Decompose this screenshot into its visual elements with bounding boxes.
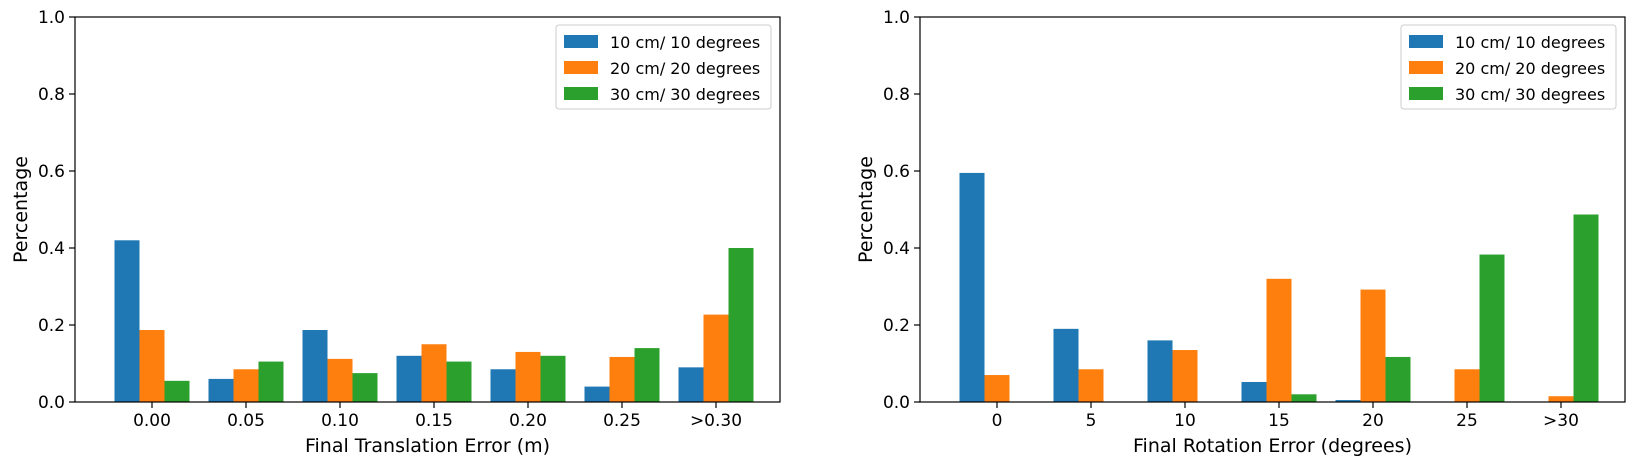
y-tick-label: 0.2 [883,316,910,336]
y-axis-title: Percentage [10,156,32,263]
y-tick-label: 0.8 [883,85,910,105]
x-tick-label: >30 [1543,411,1579,431]
x-tick-label: 0 [992,411,1003,431]
y-tick-label: 0.2 [38,316,65,336]
bar-series-3->0.30 [728,248,754,402]
legend-swatch-2 [1409,61,1443,74]
x-tick-label: 0.05 [227,411,265,431]
x-tick-label: 0.10 [321,411,359,431]
y-tick-label: 0.0 [883,393,910,413]
legend-swatch-3 [564,87,598,100]
y-tick-label: 0.4 [38,239,65,259]
x-tick-label: 0.15 [415,411,453,431]
bar-series-3-0.15 [446,361,472,402]
bar-series-2-5 [1078,369,1104,402]
bar-series-1-10 [1147,340,1173,402]
y-tick-label: 1.0 [38,8,65,28]
bar-series-3-0.10 [352,373,378,402]
bar-series-2->0.30 [703,314,729,402]
bar-series-3-0.00 [164,380,190,402]
legend-label-1: 10 cm/ 10 degrees [1455,33,1605,52]
legend-label-1: 10 cm/ 10 degrees [610,33,760,52]
axes-frame [74,16,781,403]
bar-series-3-25 [1479,254,1505,402]
bar-series-2-0.15 [421,344,447,402]
bar-series-3-0.05 [258,361,284,402]
x-tick-label: 10 [1174,411,1196,431]
bar-series-1-5 [1053,328,1079,402]
bar-series-2-25 [1454,369,1480,402]
legend-label-3: 30 cm/ 30 degrees [610,85,760,104]
x-tick-label: 5 [1086,411,1097,431]
bar-series-2-10 [1172,350,1198,402]
x-tick-label: 20 [1362,411,1384,431]
legend-label-2: 20 cm/ 20 degrees [610,59,760,78]
x-tick-label: 15 [1268,411,1290,431]
y-axis-title: Percentage [855,156,877,263]
legend-swatch-1 [1409,35,1443,48]
legend-swatch-2 [564,61,598,74]
bar-series-2->30 [1548,396,1574,402]
x-tick-label: >0.30 [690,411,742,431]
y-tick-label: 0.0 [38,393,65,413]
bar-series-3-20 [1385,356,1411,402]
bar-series-1-0 [959,172,985,402]
bar-series-2-0.05 [233,369,259,402]
bar-series-3-0.20 [540,355,566,402]
legend-label-2: 20 cm/ 20 degrees [1455,59,1605,78]
bar-series-2-0.10 [327,358,353,402]
x-tick-label: 0.20 [509,411,547,431]
bar-series-2-15 [1266,278,1292,402]
x-axis-title: Final Translation Error (m) [305,435,550,457]
bar-series-2-0.20 [515,351,541,402]
bar-series-1-0.10 [302,330,328,402]
x-tick-label: 25 [1456,411,1478,431]
chart-panel-2: 0.0 0.2 0.4 0.6 0.8 1.0 0 5 10 15 20 25 >30 Final Rot… [855,8,1626,457]
bar-series-2-0.25 [609,356,635,402]
bar-series-2-0.00 [139,330,165,402]
legend-swatch-3 [1409,87,1443,100]
legend-box [1400,24,1617,110]
bar-series-3-15 [1291,394,1317,402]
legend: 10 cm/ 10 degrees 20 cm/ 20 degrees 30 cm/… [1400,24,1617,110]
y-tick-label: 0.8 [38,85,65,105]
bar-series-2-20 [1360,289,1386,402]
bar-series-2-0 [984,375,1010,402]
x-axis-title: Final Rotation Error (degrees) [1133,435,1412,457]
legend-box [555,24,772,110]
bar-series-1-20 [1335,400,1361,402]
bar-series-1-0.00 [114,240,140,402]
y-tick-label: 0.4 [883,239,910,259]
bar-series-1->0.30 [678,367,704,402]
legend-swatch-1 [564,35,598,48]
bar-series-1-0.25 [584,386,610,402]
bar-series-1-0.05 [208,378,234,402]
y-tick-label: 0.6 [38,162,65,182]
chart-panel-1: 0.0 0.2 0.4 0.6 0.8 1.0 0.00 0.05 0.10 0.15 0.20 0.… [10,8,781,457]
bar-series-3->30 [1573,214,1599,402]
bar-series-3-0.25 [634,348,660,402]
x-tick-label: 0.25 [603,411,641,431]
bar-series-1-0.15 [396,355,422,402]
y-tick-label: 0.6 [883,162,910,182]
y-tick-label: 1.0 [883,8,910,28]
x-tick-label: 0.00 [133,411,171,431]
bar-series-1-0.20 [490,369,516,402]
legend: 10 cm/ 10 degrees 20 cm/ 20 degrees 30 cm/… [555,24,772,110]
bar-series-1-15 [1241,381,1267,402]
legend-label-3: 30 cm/ 30 degrees [1455,85,1605,104]
axes-frame [919,16,1626,403]
